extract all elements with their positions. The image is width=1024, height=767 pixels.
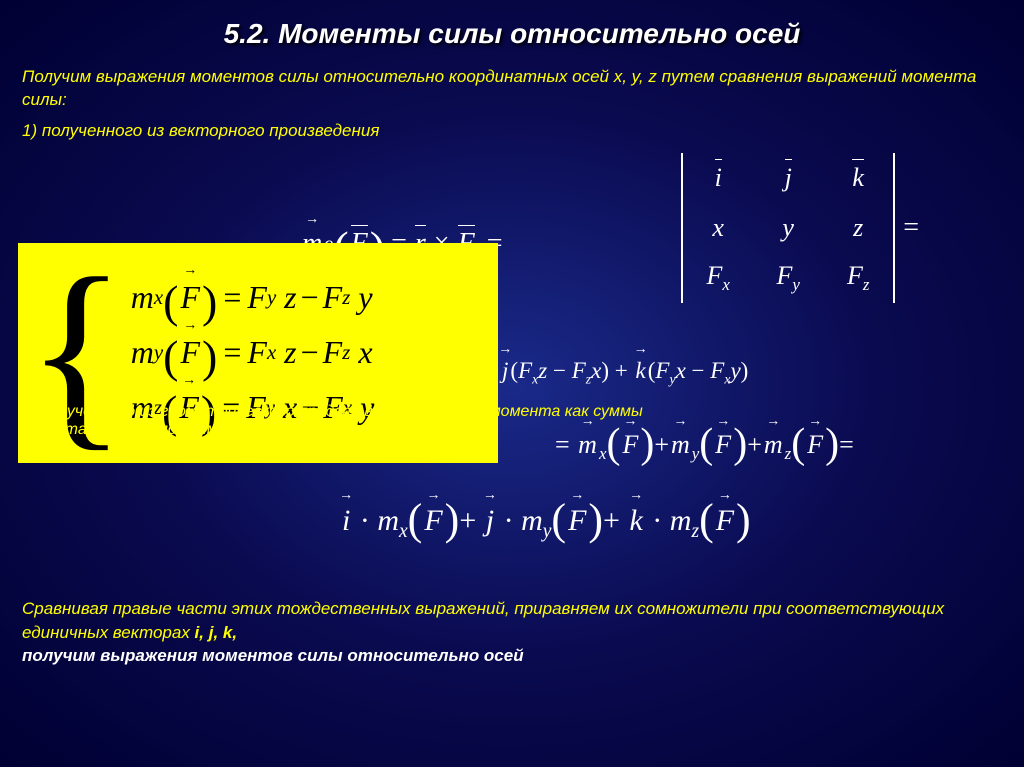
slide-title: 5.2. Моменты силы относительно осей bbox=[0, 0, 1024, 62]
conclusion-text: Сравнивая правые части этих тождественны… bbox=[0, 589, 1024, 676]
item-2: 2) полученного из геометрического предст… bbox=[22, 403, 643, 439]
moment-sum: = mx(F)+my(F)+mz(F)= bbox=[555, 428, 854, 464]
mx-formula: mx(F)=Fy z−Fz y bbox=[131, 279, 374, 316]
determinant: i j k x y z Fx Fy Fz = bbox=[681, 153, 919, 303]
unit-vector-expansion: i · mx(F)+ j · my(F)+ k · mz(F) bbox=[340, 503, 751, 543]
intro-text: Получим выражения моментов силы относите… bbox=[0, 62, 1024, 116]
item-1: 1) полученного из векторного произведени… bbox=[0, 116, 1024, 147]
determinant-expansion: j(Fxz − Fzx) + k(Fyx − Fxy) bbox=[500, 358, 748, 388]
math-area: mo (F) = r×F = i j k x y z Fx Fy Fz = x,… bbox=[0, 153, 1024, 583]
my-formula: my(F)=Fx z−Fz x bbox=[131, 334, 374, 371]
